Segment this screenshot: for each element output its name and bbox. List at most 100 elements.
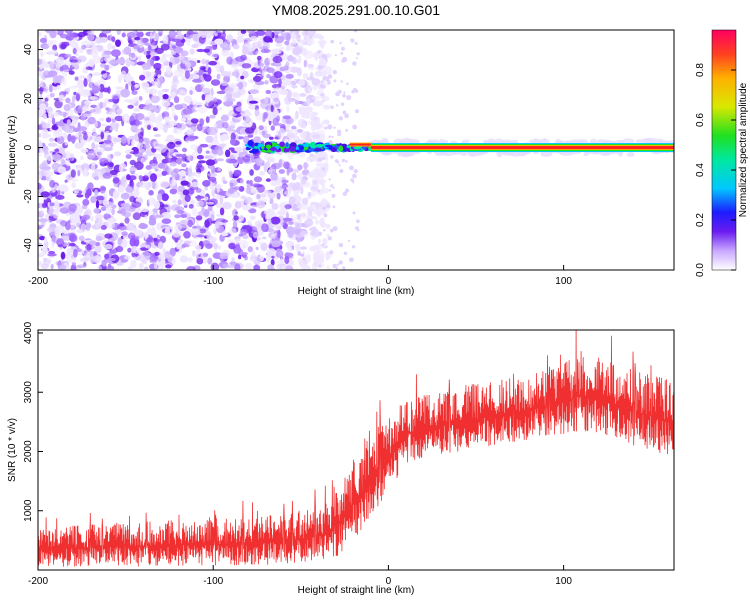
spectrogram-noise-blob bbox=[65, 159, 71, 167]
spectrogram-noise-blob bbox=[38, 108, 46, 115]
spectrogram-noise-blob bbox=[197, 105, 208, 114]
spectrogram-noise-blob bbox=[91, 85, 100, 94]
spectrogram-noise-blob bbox=[241, 63, 252, 69]
spectrogram-noise-blob bbox=[52, 75, 58, 84]
spectrogram-noise-blob bbox=[157, 156, 163, 164]
spectrogram-noise-blob bbox=[289, 66, 300, 73]
spectrogram-noise-blob bbox=[282, 53, 289, 61]
spectrogram-noise-blob bbox=[203, 258, 208, 264]
spectrogram-noise-blob bbox=[174, 214, 181, 219]
spectrogram-noise-blob bbox=[295, 189, 302, 193]
spectrogram-noise-blob bbox=[299, 93, 307, 97]
spectrogram-noise-blob bbox=[182, 107, 193, 115]
spectrogram-noise-blob bbox=[145, 244, 151, 249]
spectrogram-noise-blob bbox=[277, 210, 286, 216]
spectrogram-noise-blob bbox=[96, 265, 103, 270]
spectrogram-noise-blob bbox=[220, 135, 226, 142]
spectrogram-noise-blob bbox=[72, 64, 79, 68]
spectrogram-noise-blob bbox=[276, 192, 281, 200]
spectrogram-noise-blob bbox=[134, 236, 140, 240]
spectrogram-noise-blob bbox=[297, 129, 303, 133]
spectrogram-noise-blob bbox=[260, 48, 271, 54]
spectrogram-noise-dot bbox=[334, 54, 337, 57]
spectrogram-noise-blob bbox=[154, 251, 160, 256]
spectrogram-noise-blob bbox=[274, 109, 279, 117]
spectrogram-noise-blob bbox=[39, 236, 46, 241]
spectrogram-noise-blob bbox=[251, 250, 256, 256]
spectrogram-noise-blob bbox=[228, 242, 236, 250]
spectrogram-noise-blob bbox=[242, 204, 251, 211]
spectrogram-halo bbox=[651, 138, 658, 144]
spectrogram-noise-blob bbox=[174, 104, 184, 110]
spectrogram-y-tick-label: -20 bbox=[23, 189, 34, 204]
spectrogram-noise-blob bbox=[243, 116, 251, 124]
spectrogram-noise-blob bbox=[310, 124, 316, 132]
spectrogram-noise-blob bbox=[313, 100, 322, 106]
spectrogram-noise-dot bbox=[328, 135, 332, 138]
spectrogram-noise-blob bbox=[167, 134, 174, 139]
spectrogram-noise-dot bbox=[319, 83, 325, 89]
spectrogram-noise-blob bbox=[113, 151, 122, 157]
spectrogram-noise-blob bbox=[234, 263, 241, 270]
spectrogram-noise-dot bbox=[336, 93, 339, 96]
spectrogram-noise-dot bbox=[341, 158, 346, 163]
spectrogram-noise-blob bbox=[228, 147, 235, 151]
spectrogram-noise-blob bbox=[186, 114, 190, 120]
spectrogram-noise-blob bbox=[188, 100, 198, 105]
spectrogram-noise-blob bbox=[319, 100, 324, 105]
snr-plot-area bbox=[38, 330, 674, 567]
spectrogram-noise-dot bbox=[318, 264, 322, 268]
spectrogram-noise-blob bbox=[284, 256, 290, 264]
spectrogram-noise-blob bbox=[129, 61, 135, 66]
spectrogram-noise-blob bbox=[141, 81, 150, 90]
spectrogram-noise-blob bbox=[255, 157, 263, 167]
spectrogram-halo bbox=[510, 151, 522, 157]
spectrogram-noise-blob bbox=[231, 257, 235, 263]
spectrogram-noise-blob bbox=[43, 145, 49, 155]
spectrogram-noise-blob bbox=[144, 144, 150, 149]
spectrogram-noise-blob bbox=[48, 84, 53, 93]
spectrogram-noise-blob bbox=[304, 218, 314, 227]
spectrogram-noise-blob bbox=[105, 130, 110, 134]
spectrogram-noise-blob bbox=[216, 149, 224, 156]
spectrogram-noise-blob bbox=[240, 252, 249, 256]
spectrogram-noise-blob bbox=[195, 245, 202, 250]
spectrogram-noise-blob bbox=[291, 38, 297, 45]
spectrogram-noise-blob bbox=[130, 52, 136, 58]
snr-y-axis-label: SNR (10 * v/v) bbox=[7, 418, 18, 482]
spectrogram-signal-blob bbox=[353, 146, 362, 150]
spectrogram-noise-blob bbox=[120, 70, 127, 79]
spectrogram-noise-blob bbox=[38, 58, 43, 66]
spectrogram-noise-blob bbox=[266, 74, 271, 79]
snr-x-tick-label: 0 bbox=[386, 576, 392, 587]
spectrogram-noise-blob bbox=[45, 153, 55, 161]
spectrogram-noise-blob bbox=[52, 169, 60, 173]
spectrogram-noise-blob bbox=[230, 194, 240, 198]
spectrogram-noise-blob bbox=[75, 52, 80, 57]
spectrogram-noise-blob bbox=[181, 163, 187, 168]
spectrogram-noise-dot bbox=[352, 181, 355, 184]
spectrogram-noise-blob bbox=[302, 73, 309, 79]
spectrogram-halo bbox=[635, 139, 647, 143]
spectrogram-noise-blob bbox=[75, 132, 84, 140]
spectrogram-noise-blob bbox=[220, 114, 229, 122]
spectrogram-noise-blob bbox=[193, 74, 200, 80]
spectrogram-noise-blob bbox=[100, 186, 107, 191]
spectrogram-noise-blob bbox=[107, 161, 114, 170]
spectrogram-noise-blob bbox=[239, 178, 244, 184]
spectrogram-noise-blob bbox=[120, 192, 130, 200]
spectrogram-noise-blob bbox=[156, 193, 163, 201]
spectrogram-noise-dot bbox=[340, 80, 343, 83]
spectrogram-noise-blob bbox=[207, 66, 212, 75]
spectrogram-noise-blob bbox=[130, 124, 138, 133]
spectrogram-noise-blob bbox=[161, 100, 171, 107]
spectrogram-noise-blob bbox=[222, 263, 229, 268]
spectrogram-noise-blob bbox=[150, 95, 160, 104]
spectrogram-noise-blob bbox=[172, 128, 183, 134]
spectrogram-noise-blob bbox=[161, 193, 169, 202]
spectrogram-noise-blob bbox=[129, 237, 137, 247]
spectrogram-noise-blob bbox=[115, 229, 122, 234]
spectrogram-noise-blob bbox=[57, 244, 64, 248]
spectrogram-signal-blob bbox=[252, 148, 258, 152]
spectrogram-noise-blob bbox=[250, 189, 259, 195]
